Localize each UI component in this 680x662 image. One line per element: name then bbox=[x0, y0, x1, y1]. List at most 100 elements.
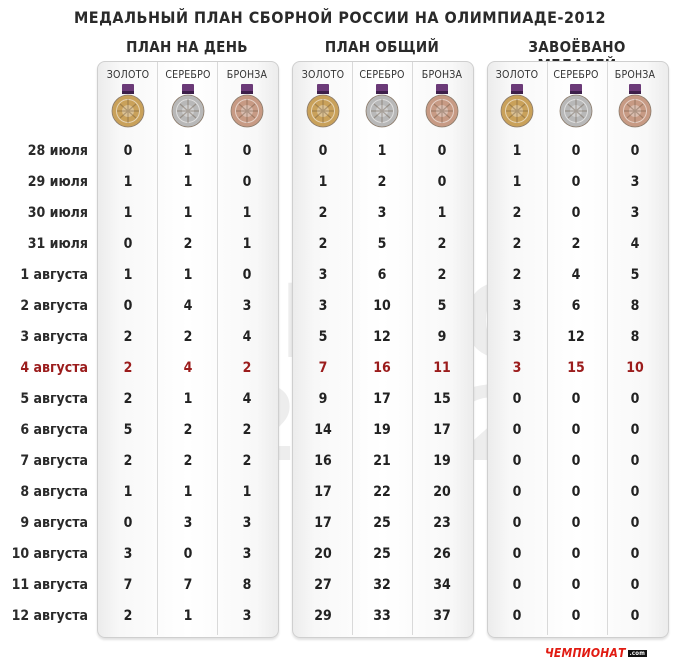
table-cell: 0 bbox=[242, 267, 252, 283]
table-cell: 0 bbox=[571, 608, 581, 624]
table-cell: 0 bbox=[242, 174, 252, 190]
table-cell: 0 bbox=[123, 298, 133, 314]
table-cell: 10 bbox=[373, 298, 391, 314]
table-cell: 29 bbox=[314, 608, 332, 624]
table-cell: 1 bbox=[123, 484, 133, 500]
date-label: 5 августа bbox=[20, 391, 88, 407]
table-cell: 0 bbox=[512, 608, 522, 624]
table-cell: 3 bbox=[318, 267, 328, 283]
table-cell: 0 bbox=[437, 143, 447, 159]
table-cell: 2 bbox=[512, 236, 522, 252]
table-cell: 3 bbox=[318, 298, 328, 314]
table-cell: 0 bbox=[512, 546, 522, 562]
table-cell: 2 bbox=[123, 608, 133, 624]
table-cell: 0 bbox=[630, 546, 640, 562]
table-cell: 2 bbox=[123, 329, 133, 345]
bronze-medal-icon bbox=[425, 84, 459, 128]
table-cell: 3 bbox=[630, 174, 640, 190]
table-panel bbox=[487, 61, 669, 638]
table-panel bbox=[97, 61, 279, 638]
table-cell: 0 bbox=[318, 143, 328, 159]
table-cell: 0 bbox=[571, 484, 581, 500]
table-cell: 3 bbox=[123, 546, 133, 562]
table-cell: 17 bbox=[373, 391, 391, 407]
table-cell: 6 bbox=[377, 267, 387, 283]
table-cell: 3 bbox=[242, 608, 252, 624]
table-cell: 1 bbox=[183, 143, 193, 159]
table-cell: 22 bbox=[373, 484, 391, 500]
logo-suffix: .com bbox=[627, 650, 648, 657]
table-cell: 3 bbox=[242, 298, 252, 314]
table-cell: 0 bbox=[512, 484, 522, 500]
group-title: ПЛАН ОБЩИЙ bbox=[324, 38, 440, 56]
table-cell: 20 bbox=[314, 546, 332, 562]
column-divider bbox=[157, 62, 158, 635]
column-divider bbox=[607, 62, 608, 635]
date-label: 6 августа bbox=[20, 422, 88, 438]
table-cell: 19 bbox=[373, 422, 391, 438]
table-cell: 5 bbox=[123, 422, 133, 438]
table-cell: 1 bbox=[183, 205, 193, 221]
table-cell: 0 bbox=[512, 577, 522, 593]
table-cell: 0 bbox=[571, 205, 581, 221]
table-cell: 0 bbox=[630, 515, 640, 531]
date-label: 30 июля bbox=[27, 205, 88, 221]
table-cell: 0 bbox=[512, 453, 522, 469]
table-cell: 2 bbox=[377, 174, 387, 190]
table-cell: 0 bbox=[571, 391, 581, 407]
table-cell: 1 bbox=[183, 174, 193, 190]
table-cell: 0 bbox=[630, 484, 640, 500]
gold-medal-icon bbox=[306, 84, 340, 128]
table-cell: 4 bbox=[183, 298, 193, 314]
table-cell: 2 bbox=[123, 391, 133, 407]
table-cell: 16 bbox=[314, 453, 332, 469]
medal-column-header: СЕРЕБРО bbox=[359, 69, 405, 81]
medal-column-header: СЕРЕБРО bbox=[165, 69, 211, 81]
table-cell: 0 bbox=[183, 546, 193, 562]
table-cell: 2 bbox=[437, 236, 447, 252]
table-cell: 2 bbox=[123, 453, 133, 469]
table-cell: 0 bbox=[630, 453, 640, 469]
table-cell: 2 bbox=[242, 453, 252, 469]
medal-column-header: ЗОЛОТО bbox=[301, 69, 345, 81]
table-cell: 17 bbox=[314, 515, 332, 531]
medal-column-header: СЕРЕБРО bbox=[553, 69, 599, 81]
table-cell: 1 bbox=[123, 205, 133, 221]
table-cell: 25 bbox=[373, 546, 391, 562]
table-cell: 0 bbox=[512, 515, 522, 531]
medal-column-header: ЗОЛОТО bbox=[495, 69, 539, 81]
table-cell: 9 bbox=[318, 391, 328, 407]
date-label: 10 августа bbox=[11, 546, 88, 562]
table-cell: 0 bbox=[630, 143, 640, 159]
medal-column-header: БРОНЗА bbox=[421, 69, 463, 81]
table-cell: 0 bbox=[571, 577, 581, 593]
table-cell: 1 bbox=[123, 174, 133, 190]
table-cell: 1 bbox=[512, 143, 522, 159]
date-label: 31 июля bbox=[27, 236, 88, 252]
table-cell: 4 bbox=[242, 391, 252, 407]
table-cell: 3 bbox=[242, 515, 252, 531]
date-label: 9 августа bbox=[20, 515, 88, 531]
table-cell: 2 bbox=[242, 422, 252, 438]
table-cell: 1 bbox=[512, 174, 522, 190]
date-label: 7 августа bbox=[20, 453, 88, 469]
date-label: 29 июля bbox=[27, 174, 88, 190]
table-cell: 2 bbox=[123, 360, 133, 376]
date-label: 8 августа bbox=[20, 484, 88, 500]
column-divider bbox=[352, 62, 353, 635]
table-cell: 20 bbox=[433, 484, 451, 500]
table-cell: 19 bbox=[433, 453, 451, 469]
table-cell: 7 bbox=[183, 577, 193, 593]
table-cell: 11 bbox=[433, 360, 451, 376]
table-cell: 0 bbox=[123, 236, 133, 252]
table-cell: 5 bbox=[377, 236, 387, 252]
table-cell: 1 bbox=[242, 236, 252, 252]
table-cell: 5 bbox=[318, 329, 328, 345]
table-cell: 8 bbox=[630, 329, 640, 345]
table-cell: 3 bbox=[630, 205, 640, 221]
table-cell: 5 bbox=[437, 298, 447, 314]
table-cell: 0 bbox=[571, 143, 581, 159]
table-cell: 0 bbox=[630, 422, 640, 438]
table-cell: 3 bbox=[512, 329, 522, 345]
date-label: 2 августа bbox=[20, 298, 88, 314]
